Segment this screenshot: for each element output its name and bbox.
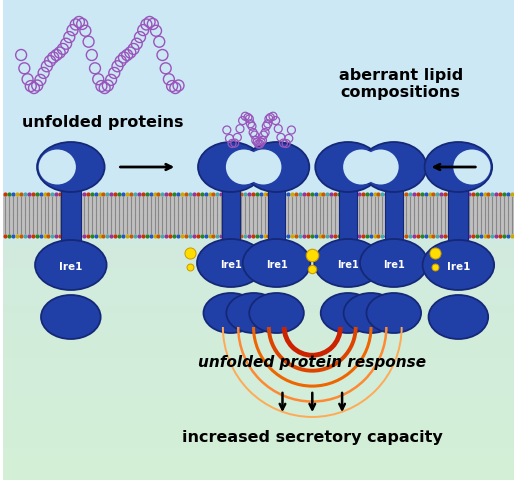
Bar bbox=[3, 195, 514, 235]
Bar bbox=[61, 190, 81, 240]
Ellipse shape bbox=[361, 142, 427, 192]
Text: Ire1: Ire1 bbox=[337, 260, 359, 270]
Ellipse shape bbox=[249, 293, 304, 333]
Ellipse shape bbox=[360, 239, 428, 287]
Ellipse shape bbox=[315, 142, 381, 192]
Ellipse shape bbox=[41, 295, 101, 339]
Ellipse shape bbox=[198, 142, 264, 192]
Bar bbox=[268, 190, 285, 240]
Ellipse shape bbox=[425, 142, 492, 192]
Ellipse shape bbox=[35, 240, 106, 290]
Text: aberrant lipid
compositions: aberrant lipid compositions bbox=[339, 68, 463, 100]
Ellipse shape bbox=[423, 240, 494, 290]
Text: Ire1: Ire1 bbox=[447, 262, 470, 272]
Bar bbox=[339, 190, 357, 240]
Ellipse shape bbox=[204, 293, 258, 333]
Ellipse shape bbox=[453, 149, 490, 184]
Text: increased secretory capacity: increased secretory capacity bbox=[182, 430, 443, 445]
Bar bbox=[448, 190, 468, 240]
Ellipse shape bbox=[244, 142, 309, 192]
Ellipse shape bbox=[429, 295, 488, 339]
Text: Ire1: Ire1 bbox=[59, 262, 83, 272]
Ellipse shape bbox=[362, 149, 399, 184]
Bar bbox=[385, 190, 402, 240]
Ellipse shape bbox=[321, 293, 375, 333]
Text: Ire1: Ire1 bbox=[383, 260, 405, 270]
Ellipse shape bbox=[226, 293, 281, 333]
Text: Ire1: Ire1 bbox=[266, 260, 287, 270]
Ellipse shape bbox=[343, 149, 379, 184]
Bar bbox=[222, 190, 240, 240]
Ellipse shape bbox=[197, 239, 265, 287]
Ellipse shape bbox=[243, 239, 310, 287]
Ellipse shape bbox=[226, 149, 262, 184]
Ellipse shape bbox=[37, 142, 105, 192]
Ellipse shape bbox=[39, 149, 76, 184]
Ellipse shape bbox=[343, 293, 398, 333]
Text: unfolded proteins: unfolded proteins bbox=[22, 115, 183, 130]
Text: unfolded protein response: unfolded protein response bbox=[198, 355, 426, 370]
Ellipse shape bbox=[245, 149, 282, 184]
Text: Ire1: Ire1 bbox=[220, 260, 242, 270]
Ellipse shape bbox=[314, 239, 382, 287]
Ellipse shape bbox=[366, 293, 421, 333]
